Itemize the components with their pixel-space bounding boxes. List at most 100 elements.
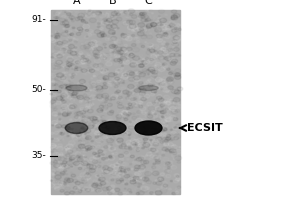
Circle shape	[84, 133, 86, 134]
Circle shape	[94, 116, 99, 119]
Circle shape	[112, 44, 116, 47]
Circle shape	[121, 124, 126, 127]
Circle shape	[51, 56, 54, 58]
Circle shape	[60, 189, 64, 192]
Circle shape	[113, 73, 117, 75]
Circle shape	[161, 186, 167, 190]
Circle shape	[95, 150, 97, 152]
Circle shape	[85, 106, 91, 109]
Circle shape	[97, 175, 99, 176]
Circle shape	[174, 174, 179, 177]
Circle shape	[77, 28, 82, 31]
Circle shape	[58, 113, 61, 115]
Circle shape	[138, 64, 144, 68]
Circle shape	[169, 99, 175, 103]
Circle shape	[117, 27, 119, 29]
Circle shape	[65, 31, 68, 33]
Circle shape	[83, 116, 90, 121]
Circle shape	[114, 53, 120, 57]
Circle shape	[115, 128, 121, 132]
Circle shape	[129, 146, 131, 148]
Circle shape	[69, 103, 73, 105]
Circle shape	[88, 42, 95, 46]
Circle shape	[71, 50, 77, 54]
Circle shape	[158, 56, 165, 60]
Circle shape	[139, 105, 143, 108]
Circle shape	[140, 156, 145, 159]
Circle shape	[60, 133, 64, 135]
Circle shape	[71, 166, 73, 167]
Circle shape	[67, 114, 70, 116]
Circle shape	[86, 108, 88, 109]
Circle shape	[127, 95, 130, 97]
Circle shape	[107, 167, 112, 171]
Circle shape	[93, 182, 98, 186]
Circle shape	[93, 54, 98, 57]
Circle shape	[121, 47, 126, 51]
Circle shape	[158, 98, 164, 102]
Circle shape	[111, 94, 118, 99]
Circle shape	[139, 93, 144, 96]
Circle shape	[115, 81, 118, 83]
Circle shape	[128, 84, 134, 89]
Circle shape	[71, 94, 77, 98]
Circle shape	[167, 25, 171, 28]
Circle shape	[156, 96, 162, 100]
Bar	[51, 10, 180, 194]
Circle shape	[69, 112, 71, 114]
Circle shape	[76, 70, 80, 72]
Circle shape	[81, 69, 87, 73]
Circle shape	[124, 73, 128, 76]
Circle shape	[107, 119, 114, 124]
Circle shape	[164, 32, 167, 34]
Circle shape	[108, 81, 112, 84]
Circle shape	[104, 47, 106, 48]
Circle shape	[102, 158, 106, 160]
Circle shape	[67, 96, 73, 99]
Circle shape	[160, 82, 167, 87]
Circle shape	[160, 111, 164, 114]
Circle shape	[50, 93, 52, 95]
Circle shape	[169, 151, 172, 153]
Circle shape	[52, 112, 58, 116]
Circle shape	[115, 77, 119, 80]
Circle shape	[179, 146, 181, 148]
Circle shape	[137, 31, 144, 36]
Circle shape	[166, 101, 171, 105]
Circle shape	[64, 84, 67, 86]
Circle shape	[77, 95, 84, 100]
Circle shape	[159, 32, 163, 34]
Circle shape	[100, 122, 104, 124]
Circle shape	[116, 9, 123, 13]
Circle shape	[123, 90, 129, 94]
Circle shape	[157, 38, 163, 42]
Circle shape	[62, 110, 67, 114]
Circle shape	[61, 125, 67, 128]
Circle shape	[87, 148, 91, 150]
Circle shape	[174, 90, 180, 94]
Circle shape	[54, 188, 56, 189]
Circle shape	[169, 57, 175, 61]
Circle shape	[146, 25, 152, 28]
Circle shape	[118, 154, 124, 158]
Circle shape	[72, 135, 75, 137]
Circle shape	[173, 136, 178, 139]
Circle shape	[143, 138, 148, 141]
Circle shape	[54, 37, 57, 39]
Circle shape	[155, 180, 158, 182]
Circle shape	[141, 60, 144, 62]
Circle shape	[127, 26, 134, 30]
Circle shape	[119, 113, 122, 115]
Circle shape	[115, 188, 120, 192]
Circle shape	[108, 156, 115, 160]
Circle shape	[168, 72, 173, 75]
Circle shape	[88, 125, 94, 129]
Circle shape	[51, 145, 58, 149]
Circle shape	[136, 177, 143, 182]
Circle shape	[167, 68, 170, 70]
Circle shape	[120, 178, 124, 181]
Circle shape	[126, 11, 129, 13]
Circle shape	[138, 23, 145, 27]
Circle shape	[132, 25, 138, 29]
Circle shape	[114, 58, 120, 62]
